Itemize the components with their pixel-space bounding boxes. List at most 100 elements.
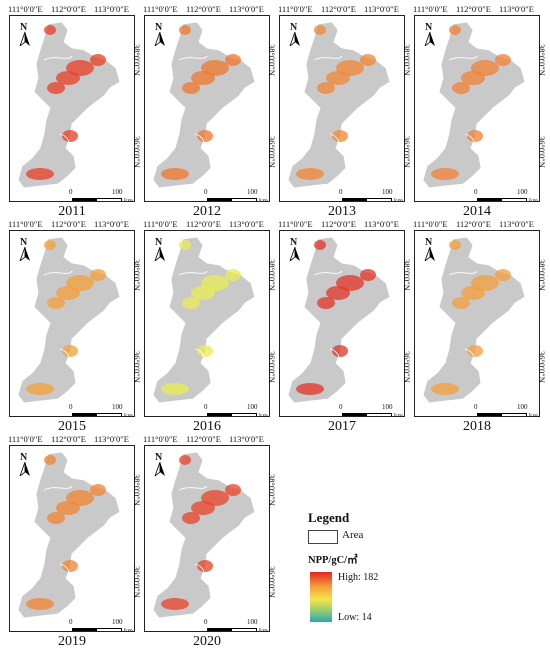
region-outline bbox=[152, 236, 256, 404]
latitude-label: 36°0′0″N bbox=[537, 351, 547, 383]
north-arrow: N bbox=[153, 237, 167, 261]
scale-bar: 0 100 km bbox=[474, 403, 538, 416]
npp-hotspot bbox=[360, 54, 376, 66]
region-outline bbox=[17, 451, 121, 619]
year-label: 2015 bbox=[58, 419, 86, 434]
year-label: 2013 bbox=[328, 204, 356, 219]
longitude-label: 111°0′0″E bbox=[8, 219, 43, 229]
npp-hotspot bbox=[179, 455, 191, 465]
scale-bar: 0 100 km bbox=[339, 188, 403, 201]
npp-hotspot bbox=[197, 560, 213, 572]
scale-bar-graphic bbox=[72, 413, 122, 416]
scale-bar-graphic bbox=[207, 628, 257, 631]
longitude-label: 111°0′0″E bbox=[413, 219, 448, 229]
npp-hotspot bbox=[47, 82, 65, 94]
scale-bar-fill bbox=[208, 199, 232, 201]
boundary-line bbox=[313, 55, 343, 149]
npp-hotspot bbox=[26, 168, 54, 180]
region-outline bbox=[152, 21, 256, 189]
npp-hotspot bbox=[179, 25, 191, 35]
region-outline bbox=[422, 21, 526, 189]
npp-hotspot bbox=[56, 286, 80, 300]
north-arrow-icon bbox=[424, 247, 435, 261]
north-arrow-icon bbox=[154, 32, 165, 46]
north-arrow: N bbox=[18, 22, 32, 46]
longitude-label: 111°0′0″E bbox=[8, 4, 43, 14]
year-label: 2020 bbox=[193, 634, 221, 649]
longitude-label: 113°0′0″E bbox=[94, 4, 129, 14]
longitude-label: 113°0′0″E bbox=[364, 4, 399, 14]
npp-hotspot bbox=[197, 345, 213, 357]
region-outline bbox=[287, 21, 391, 189]
scale-bar: 0 100 km bbox=[69, 403, 133, 416]
npp-hotspot bbox=[461, 286, 485, 300]
longitude-label: 113°0′0″E bbox=[94, 434, 129, 444]
scale-bar-fill bbox=[208, 629, 232, 631]
scale-hundred: 100 bbox=[247, 618, 258, 626]
latitude-label: 36°0′0″N bbox=[267, 566, 277, 598]
scale-bar-fill bbox=[73, 414, 97, 416]
map-panel: 111°0′0″E 112°0′0″E 113°0′0″E N 0 100 km 38°0′0… bbox=[411, 4, 547, 219]
longitude-label: 113°0′0″E bbox=[229, 434, 264, 444]
scale-zero: 0 bbox=[204, 403, 208, 411]
region-outline bbox=[17, 236, 121, 404]
npp-hotspot bbox=[495, 54, 511, 66]
map-frame: N 0 100 km bbox=[414, 15, 540, 202]
scale-zero: 0 bbox=[69, 403, 73, 411]
map-frame: N 0 100 km bbox=[414, 230, 540, 417]
map-panel: 111°0′0″E 112°0′0″E 113°0′0″E N 0 100 km 38°0′0… bbox=[276, 219, 412, 434]
npp-hotspot bbox=[191, 286, 215, 300]
scale-zero: 0 bbox=[204, 188, 208, 196]
boundary-line bbox=[178, 270, 208, 364]
map-frame: N 0 100 km bbox=[279, 15, 405, 202]
npp-hotspot bbox=[360, 269, 376, 281]
longitude-label: 111°0′0″E bbox=[413, 4, 448, 14]
longitude-label: 112°0′0″E bbox=[456, 219, 491, 229]
latitude-label: 38°0′0″N bbox=[537, 44, 547, 76]
npp-hotspot bbox=[47, 297, 65, 309]
year-label: 2014 bbox=[463, 204, 491, 219]
north-label: N bbox=[425, 22, 433, 33]
region-map bbox=[422, 236, 526, 404]
scale-bar-graphic bbox=[342, 198, 392, 201]
scale-bar: 0 100 km bbox=[204, 188, 268, 201]
longitude-label: 112°0′0″E bbox=[321, 4, 356, 14]
high-label: High: 182 bbox=[338, 572, 379, 583]
npp-hotspot bbox=[191, 501, 215, 515]
boundary-line bbox=[448, 270, 478, 364]
region-map bbox=[17, 451, 121, 619]
year-label: 2016 bbox=[193, 419, 221, 434]
npp-hotspot bbox=[161, 168, 189, 180]
npp-hotspot bbox=[47, 512, 65, 524]
north-arrow: N bbox=[288, 22, 302, 46]
npp-hotspot bbox=[197, 130, 213, 142]
npp-hotspot bbox=[44, 25, 56, 35]
region-outline bbox=[287, 236, 391, 404]
map-panel: 111°0′0″E 112°0′0″E 113°0′0″E N 0 100 km 38°0′0… bbox=[6, 434, 142, 649]
longitude-label: 112°0′0″E bbox=[186, 219, 221, 229]
npp-hotspot bbox=[62, 560, 78, 572]
map-panel: 111°0′0″E 112°0′0″E 113°0′0″E N 0 100 km 38°0′0… bbox=[141, 4, 277, 219]
boundary-line bbox=[43, 270, 73, 364]
latitude-label: 38°0′0″N bbox=[537, 259, 547, 291]
npp-hotspot bbox=[26, 598, 54, 610]
north-label: N bbox=[20, 22, 28, 33]
npp-hotspot bbox=[332, 130, 348, 142]
longitude-label: 112°0′0″E bbox=[51, 434, 86, 444]
npp-hotspot bbox=[317, 297, 335, 309]
area-swatch bbox=[308, 530, 338, 544]
scale-unit: km bbox=[394, 197, 403, 202]
longitude-label: 111°0′0″E bbox=[8, 434, 43, 444]
scale-bar-graphic bbox=[477, 198, 527, 201]
legend: Legend Area NPP/gC/㎡ High: 182 Low: 14 bbox=[308, 510, 508, 630]
longitude-label: 113°0′0″E bbox=[499, 219, 534, 229]
north-arrow-icon bbox=[289, 32, 300, 46]
npp-hotspot bbox=[495, 269, 511, 281]
map-frame: N 0 100 km bbox=[9, 230, 135, 417]
scale-hundred: 100 bbox=[112, 188, 123, 196]
npp-hotspot bbox=[161, 383, 189, 395]
north-label: N bbox=[425, 237, 433, 248]
map-panel: 111°0′0″E 112°0′0″E 113°0′0″E N 0 100 km 38°0′0… bbox=[141, 219, 277, 434]
npp-hotspot bbox=[467, 345, 483, 357]
year-label: 2012 bbox=[193, 204, 221, 219]
